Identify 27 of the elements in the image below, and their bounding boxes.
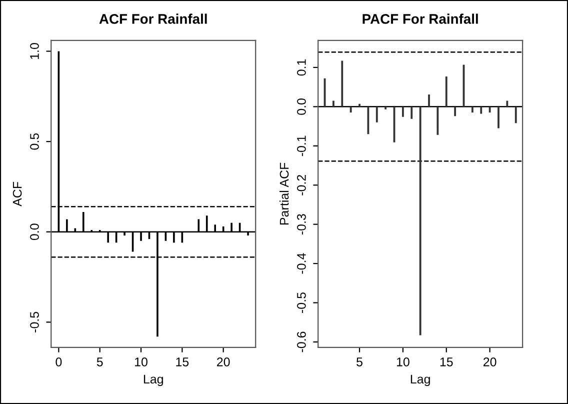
x-tick-label: 20 (483, 357, 496, 366)
y-tick-label: -0.1 (297, 136, 306, 156)
x-axis-title: Lag (410, 374, 430, 386)
y-tick-label: -0.6 (297, 332, 306, 352)
x-tick-label: 15 (440, 358, 453, 366)
y-tick-label: -0.3 (297, 214, 306, 235)
chart-title: ACF For Rainfall (99, 14, 207, 24)
x-tick-label: 10 (135, 357, 148, 366)
x-tick-label: 5 (356, 358, 362, 366)
y-tick-label: 0.5 (30, 133, 39, 150)
x-tick-label: 10 (396, 357, 410, 366)
x-axis-title: Lag (144, 374, 163, 386)
y-tick-label: 0.1 (297, 59, 306, 76)
y-tick-label: -0.4 (297, 253, 306, 274)
y-tick-label: 1.0 (30, 43, 39, 59)
y-tick-label: -0.5 (297, 292, 306, 313)
y-tick-label: 0.0 (297, 98, 306, 115)
y-tick-label: -0.2 (297, 174, 306, 196)
y-tick-label: -0.5 (30, 312, 39, 332)
y-tick-label: 0.0 (30, 224, 39, 240)
x-tick-label: 0 (56, 357, 62, 366)
x-tick-label: 20 (217, 357, 230, 366)
x-tick-label: 5 (96, 358, 103, 366)
y-axis-title: ACF (12, 182, 22, 206)
y-axis-title: Partial ACF (280, 162, 289, 224)
chart-title: PACF For Rainfall (362, 14, 478, 24)
x-tick-label: 15 (176, 358, 189, 366)
